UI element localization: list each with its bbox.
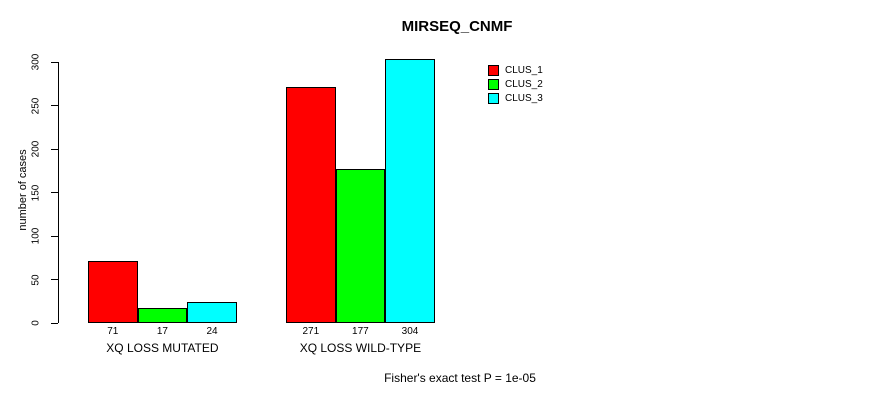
bar-clus_3-1	[187, 302, 237, 323]
legend-item-clus_2: CLUS_2	[488, 78, 543, 91]
category-label: XQ LOSS WILD-TYPE	[299, 341, 422, 355]
bar-clus_1-1	[88, 261, 138, 323]
legend-label: CLUS_2	[505, 79, 543, 90]
y-tick-mark	[51, 148, 58, 150]
y-tick-label: 100	[30, 227, 42, 245]
legend-item-clus_3: CLUS_3	[488, 92, 543, 105]
bar-value-label: 17	[156, 326, 168, 337]
y-tick-mark	[51, 279, 58, 280]
legend-label: CLUS_3	[505, 93, 543, 104]
y-tick-label: 200	[30, 140, 42, 158]
legend-label: CLUS_1	[505, 65, 543, 76]
chart-title: MIRSEQ_CNMF	[401, 18, 513, 35]
bar-value-label: 271	[302, 326, 320, 337]
category-label: XQ LOSS MUTATED	[106, 341, 219, 355]
legend-item-clus_1: CLUS_1	[488, 64, 543, 77]
y-tick-label: 250	[30, 97, 42, 114]
y-tick-mark	[51, 192, 58, 193]
y-axis-line	[58, 62, 59, 323]
y-tick-label: 0	[30, 320, 42, 326]
bar-value-label: 24	[206, 326, 218, 337]
y-tick-mark	[51, 105, 58, 106]
y-tick-label: 300	[30, 53, 42, 71]
y-tick-mark	[51, 322, 58, 324]
bar-value-label: 177	[352, 326, 369, 337]
bar-value-label: 304	[401, 326, 419, 337]
legend-swatch-clus_2	[488, 79, 499, 90]
legend-swatch-clus_1	[488, 65, 499, 76]
y-axis-label: number of cases	[17, 149, 29, 231]
bar-value-label: 71	[107, 326, 119, 337]
y-tick-mark	[51, 235, 58, 237]
y-tick-label: 150	[30, 184, 42, 201]
y-tick-mark	[51, 61, 58, 63]
legend-swatch-clus_3	[488, 93, 499, 104]
bar-clus_2-2	[335, 169, 386, 323]
y-tick-label: 50	[30, 273, 42, 286]
bar-clus_1-2	[286, 87, 336, 323]
legend: CLUS_1 CLUS_2 CLUS_3	[488, 64, 543, 106]
bar-clus_2-1	[137, 308, 188, 323]
bar-clus_3-2	[385, 58, 435, 323]
fisher-test-caption: Fisher's exact test P = 1e-05	[384, 371, 536, 385]
